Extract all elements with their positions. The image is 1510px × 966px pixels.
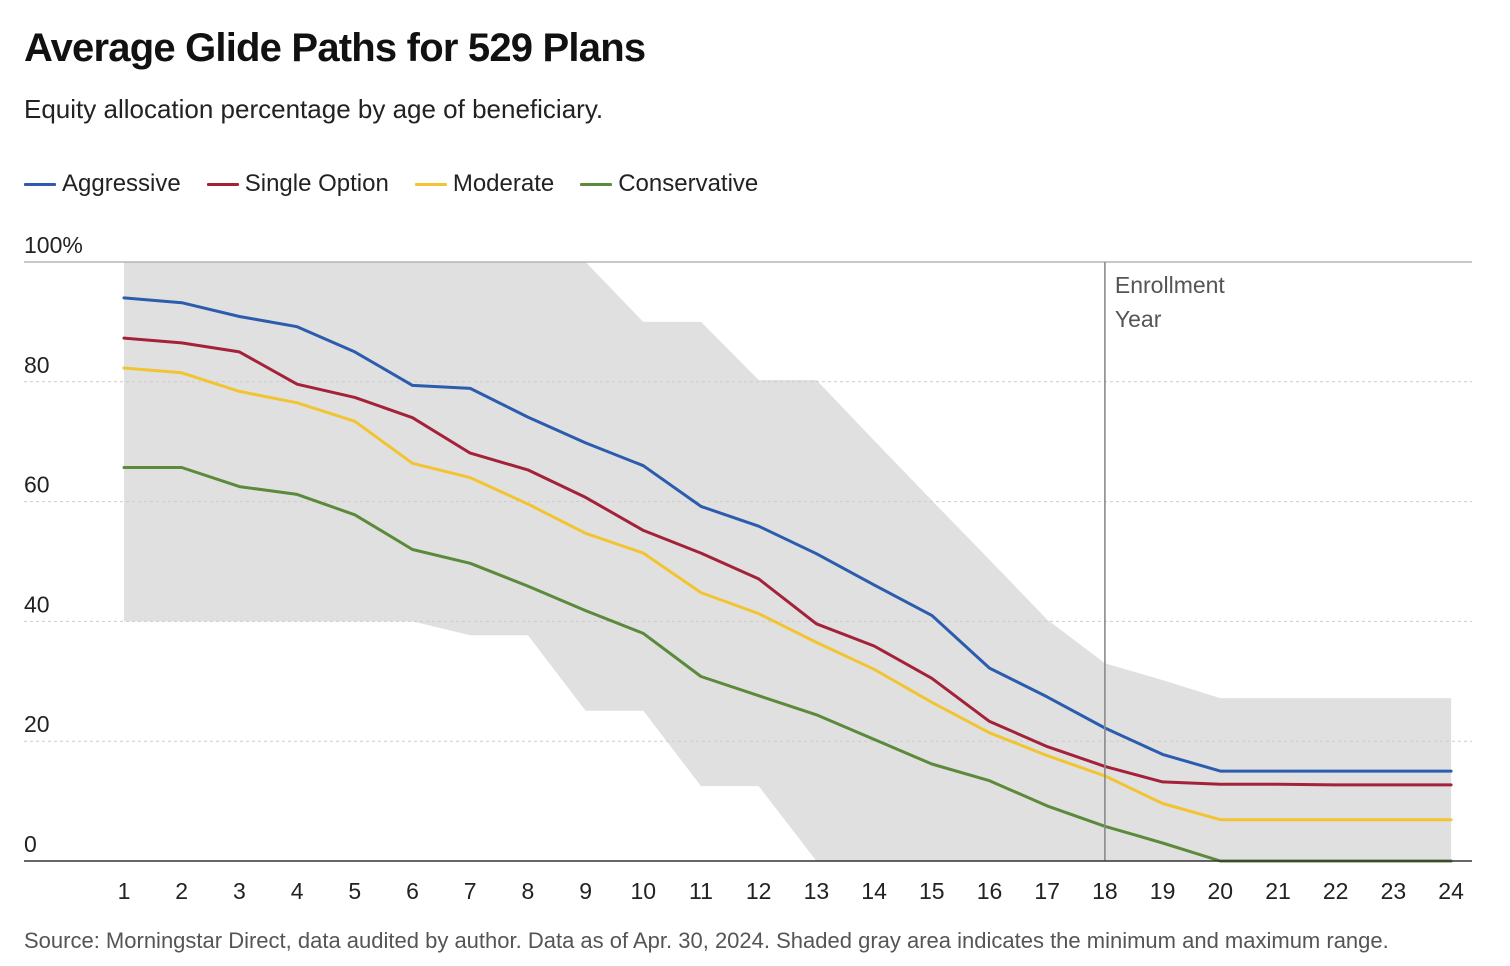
x-tick-label-18: 18 — [1092, 878, 1118, 904]
x-tick-label-22: 22 — [1323, 878, 1349, 904]
y-tick-label-20: 20 — [24, 711, 50, 737]
x-tick-label-1: 1 — [118, 878, 131, 904]
enrollment-year-label-line-2: Year — [1115, 306, 1162, 332]
x-tick-label-24: 24 — [1438, 878, 1464, 904]
x-tick-label-3: 3 — [233, 878, 246, 904]
legend-label-single-option: Single Option — [244, 170, 389, 197]
x-tick-label-13: 13 — [804, 878, 830, 904]
legend-item-moderate: Moderate — [414, 170, 555, 198]
y-tick-label-80: 80 — [24, 352, 50, 378]
x-tick-label-4: 4 — [291, 878, 304, 904]
legend-item-single-option: Single Option — [206, 170, 389, 198]
x-tick-label-21: 21 — [1265, 878, 1291, 904]
series-line-aggressive — [122, 296, 1453, 773]
x-tick-label-6: 6 — [406, 878, 419, 904]
legend-swatch-moderate — [414, 182, 447, 186]
legend-swatch-single-option — [206, 182, 239, 186]
x-tick-label-16: 16 — [977, 878, 1003, 904]
x-tick-label-10: 10 — [631, 878, 657, 904]
x-tick-label-20: 20 — [1208, 878, 1234, 904]
legend-label-conservative: Conservative — [618, 170, 759, 197]
legend-item-aggressive: Aggressive — [24, 170, 181, 198]
x-tick-label-15: 15 — [919, 878, 945, 904]
x-tick-label-12: 12 — [746, 878, 772, 904]
chart-legend: Aggressive Single Option Moderate Conser… — [24, 170, 758, 198]
y-tick-label-40: 40 — [24, 591, 50, 617]
legend-label-aggressive: Aggressive — [62, 170, 181, 197]
x-tick-label-7: 7 — [464, 878, 477, 904]
series-line-moderate — [122, 366, 1453, 822]
legend-item-conservative: Conservative — [580, 170, 758, 198]
x-tick-label-11: 11 — [689, 878, 713, 904]
x-tick-label-23: 23 — [1381, 878, 1407, 904]
legend-swatch-aggressive — [24, 182, 56, 186]
x-tick-label-17: 17 — [1034, 878, 1060, 904]
legend-swatch-conservative — [580, 182, 613, 186]
min-max-range-band — [124, 262, 1452, 861]
x-tick-label-8: 8 — [522, 878, 535, 904]
x-tick-label-19: 19 — [1150, 878, 1176, 904]
x-tick-label-2: 2 — [175, 878, 188, 904]
x-tick-label-9: 9 — [579, 878, 592, 904]
series-line-single-option — [122, 336, 1453, 787]
legend-label-moderate: Moderate — [452, 170, 555, 197]
x-tick-label-14: 14 — [861, 878, 887, 904]
chart-title: Average Glide Paths for 529 Plans — [24, 26, 646, 70]
y-tick-label-60: 60 — [24, 472, 50, 498]
source-note: Source: Morningstar Direct, data audited… — [24, 928, 1389, 953]
enrollment-year-label-line-1: Enrollment — [1115, 272, 1226, 298]
x-tick-label-5: 5 — [348, 878, 361, 904]
y-tick-label-100: 100% — [24, 232, 83, 258]
y-tick-label-0: 0 — [24, 831, 37, 857]
chart-subtitle: Equity allocation percentage by age of b… — [24, 94, 604, 124]
